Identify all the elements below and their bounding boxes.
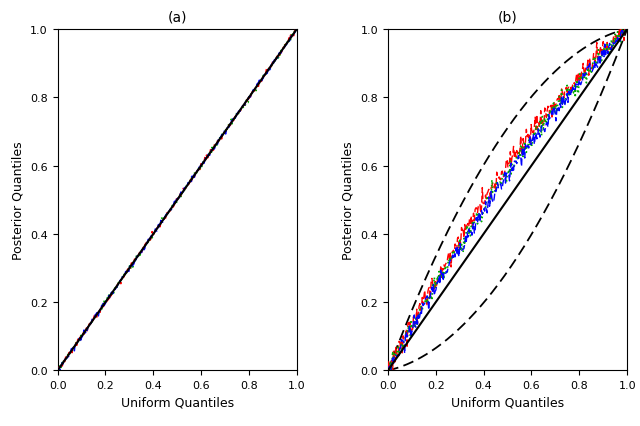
Title: (b): (b) [498, 11, 517, 25]
Title: (a): (a) [168, 11, 187, 25]
X-axis label: Uniform Quantiles: Uniform Quantiles [121, 396, 234, 409]
Y-axis label: Posterior Quantiles: Posterior Quantiles [12, 141, 24, 259]
X-axis label: Uniform Quantiles: Uniform Quantiles [451, 396, 564, 409]
Y-axis label: Posterior Quantiles: Posterior Quantiles [342, 141, 355, 259]
